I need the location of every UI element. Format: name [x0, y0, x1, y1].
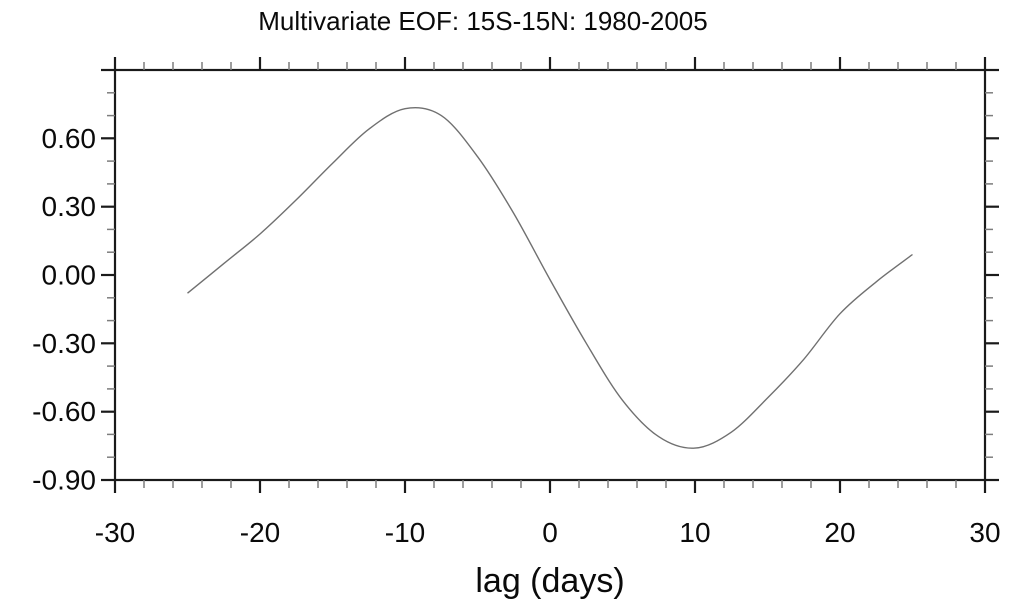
data-curve — [187, 106, 913, 449]
x-axis-label: lag (days) — [475, 562, 625, 600]
x-tick-label: -10 — [385, 517, 425, 548]
x-tick-label: 30 — [969, 517, 1000, 548]
x-tick-label: -30 — [95, 517, 135, 548]
x-tick-label: 10 — [679, 517, 710, 548]
y-tick-label: 0.60 — [42, 123, 97, 154]
chart-title: Multivariate EOF: 15S-15N: 1980-2005 — [258, 6, 708, 36]
x-tick-label: 20 — [824, 517, 855, 548]
plot-frame — [113, 68, 987, 482]
x-tick-label: -20 — [240, 517, 280, 548]
y-tick-label: 0.00 — [42, 260, 97, 291]
y-tick-label: -0.30 — [32, 328, 96, 359]
x-tick-label: 0 — [542, 517, 558, 548]
y-tick-label: 0.30 — [42, 191, 97, 222]
y-tick-label: -0.90 — [32, 465, 96, 496]
y-tick-label: -0.60 — [32, 396, 96, 427]
